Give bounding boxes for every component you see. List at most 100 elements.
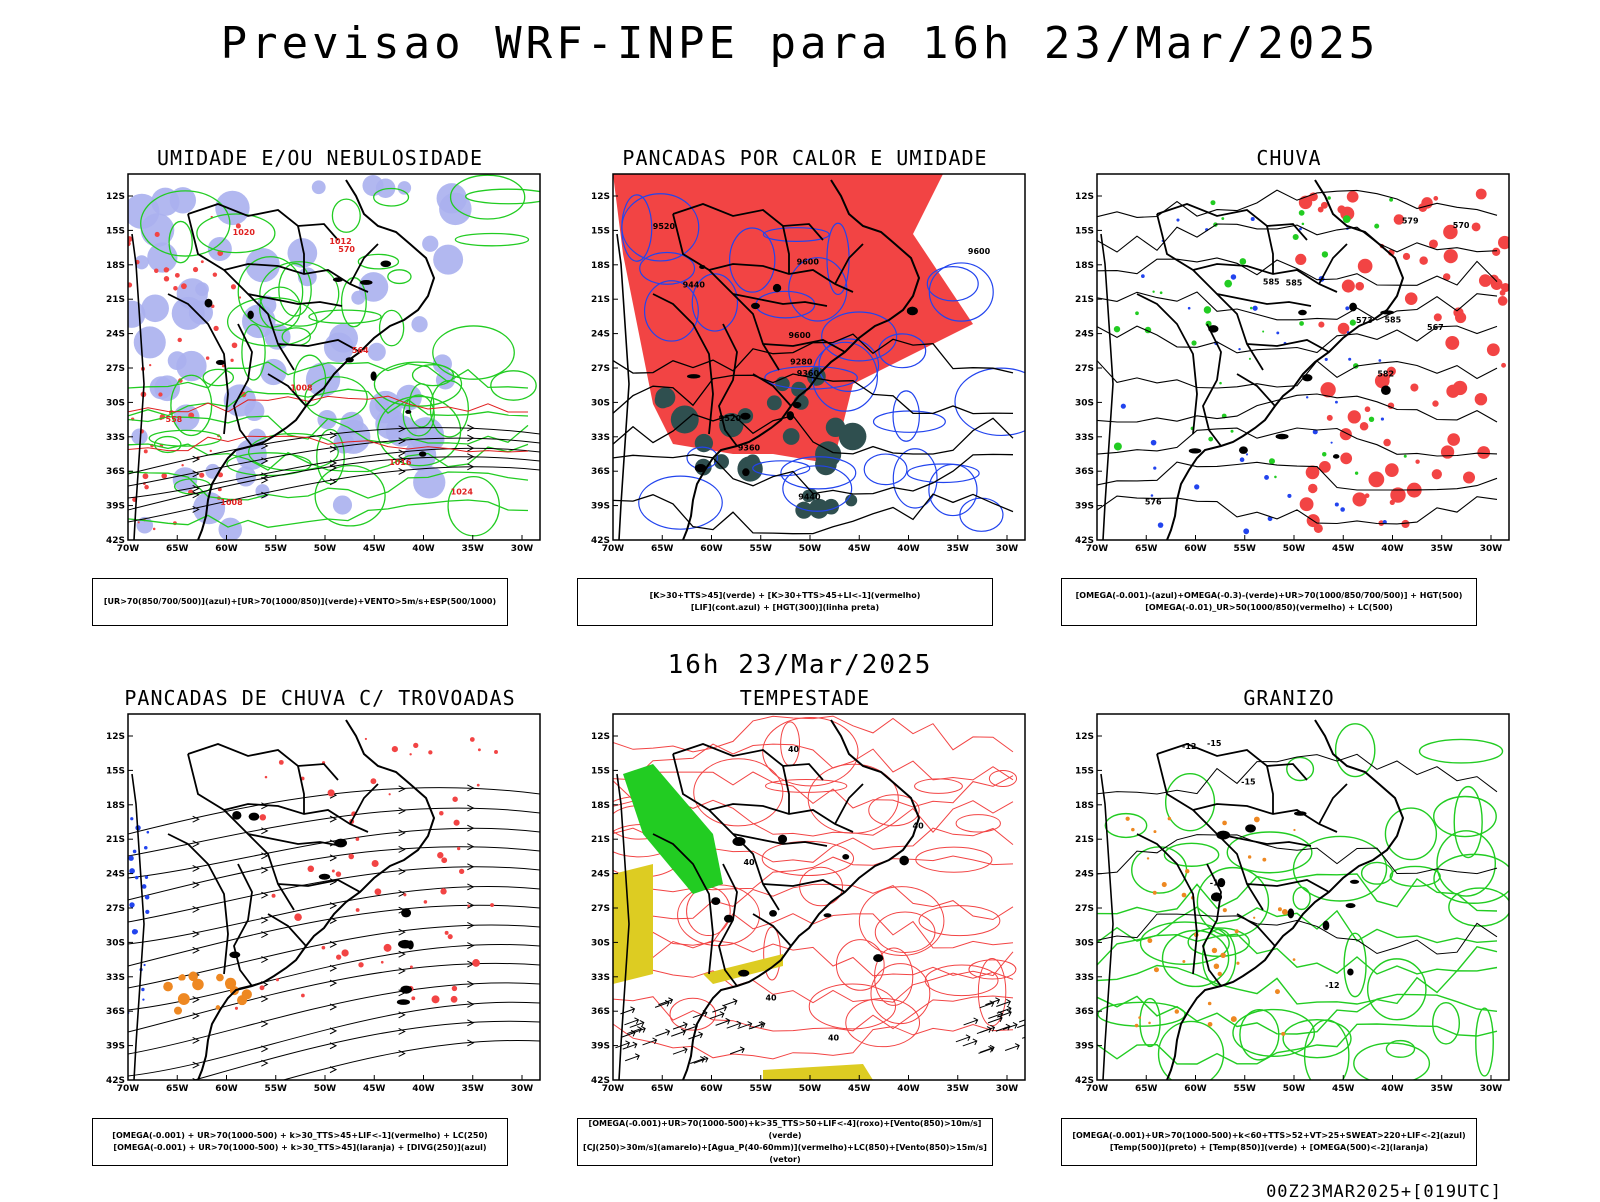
contour-loop (1226, 831, 1313, 874)
lon-label: 35W (462, 544, 485, 554)
contour-loop (780, 456, 857, 490)
state-border (834, 783, 864, 825)
field-blob (134, 255, 149, 270)
field-blob (362, 175, 384, 197)
contour-label: 9280 (790, 358, 813, 367)
lat-label: 12S (591, 732, 610, 742)
field-blob (1262, 857, 1267, 862)
field-blob (388, 793, 391, 796)
plot-frame (127, 173, 541, 541)
field-blob (1357, 258, 1373, 274)
contour-line (613, 855, 1014, 893)
contour-loop (906, 463, 980, 484)
field-blob (1125, 816, 1130, 821)
lat-label: 15S (106, 226, 125, 236)
contour-loop (449, 174, 526, 220)
wind-vector (622, 1041, 638, 1050)
state-border (277, 879, 361, 893)
wind-vector (963, 1017, 979, 1026)
plot-frame (1096, 173, 1510, 541)
field-blob (215, 190, 250, 226)
field-blob (1238, 347, 1241, 351)
contour-loop (226, 296, 318, 347)
field-blob (409, 753, 412, 756)
field-blob (1368, 416, 1375, 423)
wind-vector (672, 1021, 688, 1030)
contour-loop (314, 464, 386, 527)
field-blob (1219, 381, 1222, 385)
streamline-arrow (192, 1012, 200, 1020)
field-blob (494, 749, 498, 754)
plot-frame (612, 713, 1026, 1081)
contour-line (1097, 873, 1498, 915)
lon-label: 40W (412, 1084, 435, 1094)
lat-label: 21S (1075, 295, 1094, 305)
jet-area (613, 864, 653, 984)
field-blob (1337, 205, 1346, 214)
streamline-arrow (398, 1050, 406, 1057)
field-blob (340, 411, 364, 436)
terrain-blob (1275, 433, 1289, 440)
contour-loop (304, 376, 368, 421)
field-blob (1486, 343, 1500, 357)
lat-label: 18S (106, 261, 125, 271)
contour-loop (762, 717, 859, 787)
field-blob (1440, 445, 1455, 459)
wind-vector (642, 1037, 658, 1046)
lat-label: 24S (591, 870, 610, 880)
field-blob (845, 494, 858, 507)
field-blob (311, 180, 326, 195)
terrain-blob (723, 914, 734, 923)
terrain-blob (401, 908, 412, 918)
field-blob (205, 356, 210, 360)
streamline-arrow (329, 940, 338, 948)
field-blob (278, 759, 284, 765)
contour-loop (918, 905, 1001, 937)
wind-vector (737, 1021, 753, 1030)
lon-label: 50W (1283, 1084, 1306, 1094)
field-blob (1386, 366, 1396, 376)
contour-loop (1389, 865, 1441, 888)
legend-line: [OMEGA(-0.01)_UR>50(1000/850)(vermelho) … (1145, 603, 1393, 612)
field-blob (1346, 190, 1359, 203)
streamline-arrow (398, 950, 406, 958)
streamline-arrow (467, 804, 475, 812)
contour-line (1097, 964, 1498, 1005)
contour-label: 9360 (738, 444, 761, 453)
contour-loop (863, 453, 908, 486)
streamline-arrow (467, 980, 475, 988)
field-blob (161, 473, 168, 479)
legend-line: [OMEGA(-0.001)+UR>70(1000-500)+k>35_TTS>… (588, 1119, 982, 1140)
field-blob (1298, 209, 1305, 216)
contour-label: 564 (352, 346, 369, 355)
lon-label: 55W (265, 544, 288, 554)
contour-loop (1303, 1019, 1350, 1080)
field-blob (1498, 235, 1509, 250)
lat-label: 33S (591, 433, 610, 443)
state-border (167, 833, 229, 975)
streamline-arrow (261, 476, 269, 484)
contour-label: 40 (828, 1033, 840, 1042)
terrain-blob (899, 855, 909, 866)
streamline-arrow (329, 854, 338, 862)
terrain-blob (873, 954, 884, 963)
coastline-west (131, 773, 145, 1080)
terrain-blob (204, 298, 213, 308)
contour-loop (378, 309, 405, 347)
field-blob (133, 326, 166, 359)
wind-vector (629, 1019, 645, 1028)
contour-loop (835, 939, 885, 991)
legend-line: [CJ(250)>30m/s](amarelo)+[Agua_P(40-60mm… (583, 1143, 987, 1164)
lat-label: 27S (106, 364, 125, 374)
state-border (718, 323, 738, 447)
field-blob (177, 337, 182, 343)
field-blob (144, 875, 149, 879)
field-blob (230, 358, 234, 362)
terrain-blob (823, 913, 832, 918)
contour-loop (357, 253, 400, 270)
field-blob (171, 296, 205, 330)
field-blob (1428, 239, 1438, 249)
contour-line (1097, 461, 1498, 491)
field-blob (1252, 305, 1258, 311)
field-blob (355, 908, 360, 912)
